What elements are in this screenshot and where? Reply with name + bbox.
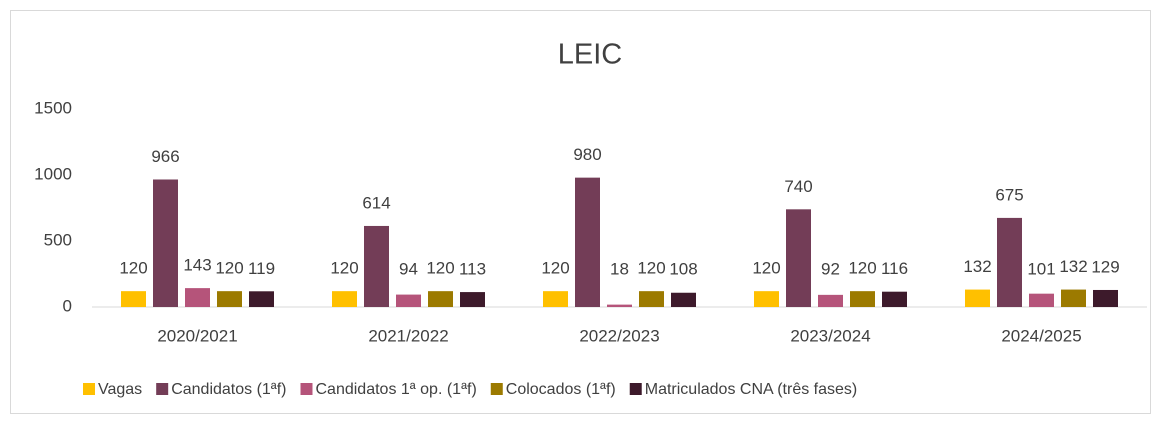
x-tick-label: 2023/2024 <box>790 326 870 345</box>
bar <box>249 291 274 307</box>
data-label: 120 <box>426 259 454 278</box>
bar <box>639 291 664 307</box>
data-label: 120 <box>215 259 243 278</box>
data-label: 132 <box>963 257 991 276</box>
data-label: 980 <box>573 145 601 164</box>
data-label: 143 <box>183 256 211 275</box>
data-label: 101 <box>1027 259 1055 278</box>
data-label: 966 <box>151 147 179 166</box>
bar <box>185 288 210 307</box>
bar <box>818 294 843 307</box>
legend-label: Matriculados CNA (três fases) <box>645 381 858 398</box>
data-label: 740 <box>784 177 812 196</box>
data-label: 675 <box>995 185 1023 204</box>
bar <box>965 289 990 307</box>
legend-swatch <box>300 383 313 395</box>
bar <box>543 291 568 307</box>
data-label: 92 <box>821 259 840 278</box>
x-tick-label: 2020/2021 <box>157 326 237 345</box>
bar <box>754 291 779 307</box>
data-label: 119 <box>248 259 275 278</box>
bar <box>607 304 632 307</box>
bar <box>364 225 389 307</box>
data-label: 120 <box>330 259 358 278</box>
legend-swatch <box>490 383 503 395</box>
data-label: 108 <box>669 259 697 278</box>
legend-label: Candidatos 1ª op. (1ªf) <box>316 381 477 398</box>
data-label: 94 <box>399 259 418 278</box>
legend-swatch <box>83 383 95 395</box>
data-label: 113 <box>459 259 486 278</box>
bar <box>1061 289 1086 307</box>
legend-swatch <box>156 383 169 395</box>
bar <box>575 177 600 307</box>
data-label: 614 <box>362 193 390 212</box>
bar <box>1093 289 1118 307</box>
bar <box>153 179 178 307</box>
bar <box>882 291 907 307</box>
bar <box>786 209 811 307</box>
bar <box>121 291 146 307</box>
bar <box>396 294 421 307</box>
bar <box>217 291 242 307</box>
data-label: 18 <box>610 259 629 278</box>
data-label: 116 <box>881 259 908 278</box>
data-label: 129 <box>1091 257 1119 276</box>
legend-label: Candidatos (1ªf) <box>171 381 286 398</box>
data-label: 120 <box>541 259 569 278</box>
data-label: 120 <box>848 259 876 278</box>
data-label: 120 <box>752 259 780 278</box>
bar <box>850 291 875 307</box>
bar <box>460 292 485 307</box>
y-tick-label: 1000 <box>34 164 72 183</box>
x-tick-label: 2022/2023 <box>579 326 659 345</box>
y-tick-label: 500 <box>44 230 72 249</box>
data-label: 120 <box>119 259 147 278</box>
bar <box>997 217 1022 307</box>
x-tick-label: 2021/2022 <box>368 326 448 345</box>
bar <box>671 292 696 307</box>
bar <box>332 291 357 307</box>
bar <box>428 291 453 307</box>
bar <box>1029 293 1054 307</box>
data-label: 120 <box>637 259 665 278</box>
legend-label: Colocados (1ªf) <box>506 381 616 398</box>
data-label: 132 <box>1059 257 1087 276</box>
legend-swatch <box>629 383 642 395</box>
x-tick-label: 2024/2025 <box>1001 326 1081 345</box>
y-tick-label: 1500 <box>34 98 72 117</box>
chart-title: LEIC <box>558 39 622 71</box>
legend-label: Vagas <box>98 381 142 398</box>
y-tick-label: 0 <box>63 296 72 315</box>
